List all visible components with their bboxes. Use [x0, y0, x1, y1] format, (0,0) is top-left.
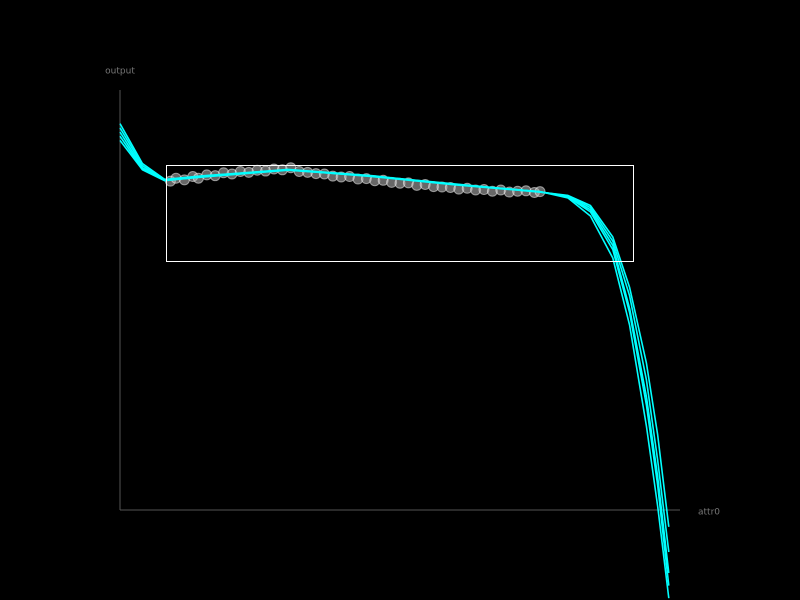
selection-box[interactable]	[166, 165, 634, 262]
x-axis-label: attr0	[698, 508, 720, 518]
y-axis-label: output	[105, 67, 135, 77]
fit-curve	[119, 123, 670, 574]
line-layer	[119, 123, 670, 599]
